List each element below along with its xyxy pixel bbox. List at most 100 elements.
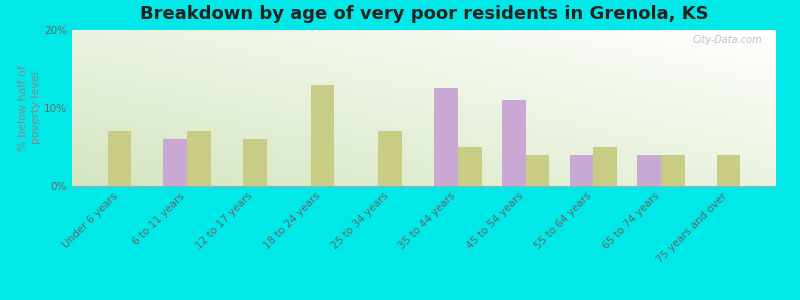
Bar [72,138,776,139]
Bar [72,49,776,50]
Bar [72,155,776,156]
Bar [72,88,776,89]
Bar [72,106,776,108]
Bar [72,36,776,38]
Bar [72,68,776,69]
Bar [107,131,131,186]
Bar [72,30,776,31]
Bar [72,43,776,44]
Y-axis label: % below half of
poverty level: % below half of poverty level [18,65,42,151]
Bar [72,146,776,147]
Bar [72,184,776,186]
Bar [72,33,776,35]
Bar [72,41,776,43]
Bar [72,105,776,106]
Bar [72,139,776,141]
Bar [72,60,776,61]
Bar [72,110,776,111]
Bar [72,103,776,105]
Bar [717,155,741,186]
Bar [72,131,776,133]
Bar [72,35,776,36]
Bar [72,61,776,63]
Bar [72,183,776,184]
Bar [72,39,776,41]
Bar [72,69,776,70]
Bar [72,64,776,66]
Bar [72,66,776,68]
Bar [72,63,776,64]
Bar [72,122,776,124]
Bar [72,130,776,131]
Bar [72,75,776,77]
Bar [163,139,187,186]
Bar [72,167,776,169]
Bar [72,158,776,160]
Bar [72,166,776,167]
Title: Breakdown by age of very poor residents in Grenola, KS: Breakdown by age of very poor residents … [140,5,708,23]
Bar [72,173,776,175]
Bar [72,113,776,114]
Bar [72,38,776,39]
Bar [72,141,776,142]
Bar [72,148,776,150]
Bar [72,170,776,172]
Bar [72,177,776,178]
Bar [72,99,776,100]
Bar [72,94,776,95]
Bar [72,153,776,155]
Bar [72,133,776,134]
Bar [72,46,776,47]
Bar [72,85,776,86]
Bar [72,164,776,166]
Bar [72,144,776,146]
Bar [72,160,776,161]
Bar [502,100,526,186]
Bar [72,119,776,121]
Bar [661,155,685,186]
Bar [72,83,776,85]
Bar [72,147,776,148]
Bar [72,128,776,130]
Bar [526,155,550,186]
Bar [72,134,776,136]
Bar [72,58,776,60]
Bar [638,155,661,186]
Bar [72,156,776,158]
Bar [72,175,776,177]
Bar [72,178,776,180]
Bar [72,77,776,78]
Bar [594,147,617,186]
Bar [72,92,776,94]
Bar [72,52,776,53]
Bar [72,50,776,52]
Bar [72,169,776,170]
Bar [72,152,776,153]
Bar [72,142,776,144]
Bar [72,124,776,125]
Bar [72,55,776,56]
Bar [187,131,210,186]
Bar [72,56,776,58]
Bar [72,127,776,128]
Bar [72,53,776,55]
Bar [72,74,776,75]
Bar [72,80,776,82]
Bar [434,88,458,186]
Bar [72,117,776,119]
Bar [243,139,266,186]
Bar [72,70,776,72]
Bar [72,161,776,163]
Bar [72,125,776,127]
Bar [72,32,776,33]
Bar [72,72,776,74]
Bar [72,100,776,102]
Bar [570,155,594,186]
Bar [72,47,776,49]
Bar [72,91,776,92]
Bar [378,131,402,186]
Bar [72,136,776,138]
Bar [72,180,776,181]
Bar [72,95,776,97]
Text: City-Data.com: City-Data.com [692,35,762,45]
